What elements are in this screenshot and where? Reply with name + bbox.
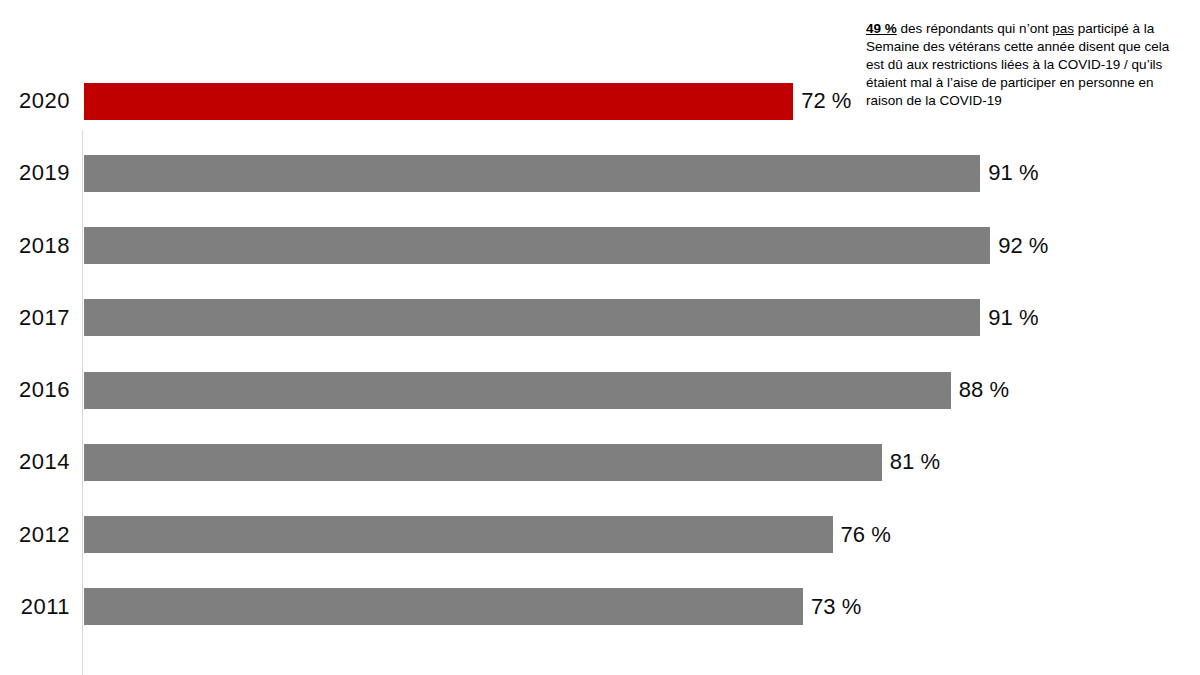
bar-row: 2012 76 % — [0, 499, 1200, 571]
value-label: 92 % — [998, 233, 1048, 259]
bar-chart: 2020 72 % 2019 91 % 2018 92 % 2017 91 % … — [0, 65, 1200, 643]
value-label: 91 % — [988, 160, 1038, 186]
bar-row: 2017 91 % — [0, 282, 1200, 354]
year-label: 2019 — [0, 160, 70, 186]
year-label: 2014 — [0, 449, 70, 475]
bar — [84, 516, 833, 553]
year-label: 2012 — [0, 522, 70, 548]
year-label: 2011 — [0, 594, 70, 620]
y-axis-line — [82, 130, 83, 675]
bar — [84, 588, 803, 625]
bar-track: 88 % — [84, 372, 1069, 409]
value-label: 81 % — [890, 449, 940, 475]
value-label: 73 % — [811, 594, 861, 620]
bar-track: 73 % — [84, 588, 1069, 625]
value-label: 72 % — [801, 88, 851, 114]
bar — [84, 227, 990, 264]
bar — [84, 372, 951, 409]
bar-track: 76 % — [84, 516, 1069, 553]
value-label: 76 % — [841, 522, 891, 548]
year-label: 2016 — [0, 377, 70, 403]
bar-row: 2016 88 % — [0, 354, 1200, 426]
bar-rows: 2020 72 % 2019 91 % 2018 92 % 2017 91 % … — [0, 65, 1200, 643]
bar-row: 2014 81 % — [0, 426, 1200, 498]
year-label: 2017 — [0, 305, 70, 331]
annotation-text: 49 % des répondants qui n’ont pas partic… — [866, 20, 1188, 110]
bar — [84, 444, 882, 481]
bar-row: 2019 91 % — [0, 137, 1200, 209]
value-label: 91 % — [988, 305, 1038, 331]
year-label: 2020 — [0, 88, 70, 114]
bar — [84, 155, 980, 192]
bar-row: 2011 73 % — [0, 571, 1200, 643]
bar-track: 81 % — [84, 444, 1069, 481]
annotation-segment: des répondants qui n’ont — [897, 21, 1052, 36]
year-label: 2018 — [0, 233, 70, 259]
bar — [84, 83, 793, 120]
value-label: 88 % — [959, 377, 1009, 403]
bar-track: 91 % — [84, 299, 1069, 336]
bar — [84, 299, 980, 336]
bar-track: 91 % — [84, 155, 1069, 192]
bar-track: 92 % — [84, 227, 1069, 264]
annotation-segment: 49 % — [866, 21, 897, 36]
annotation-segment: pas — [1052, 21, 1074, 36]
bar-row: 2018 92 % — [0, 210, 1200, 282]
